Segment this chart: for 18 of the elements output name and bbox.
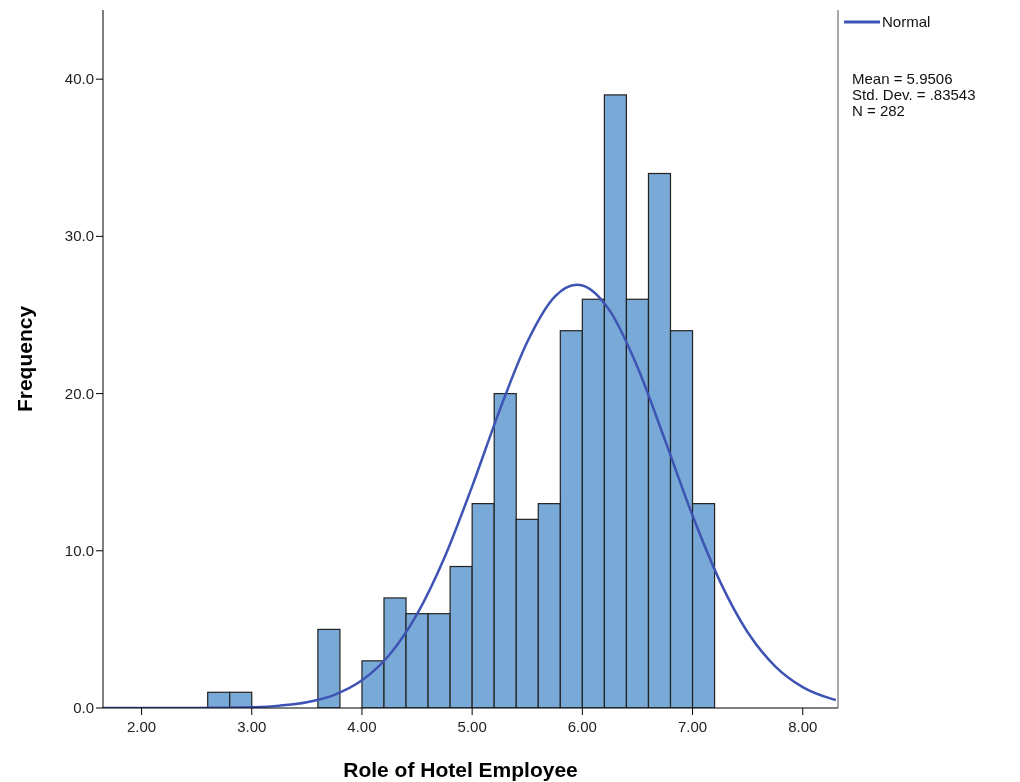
y-axis-title: Frequency xyxy=(13,305,36,413)
text: N = 282 xyxy=(852,102,905,119)
y-tick-label: 10.0 xyxy=(64,541,94,559)
y-tick-label: 0.0 xyxy=(73,699,94,716)
x-tick-label: 4.00 xyxy=(347,718,377,735)
y-tick-label: 30.0 xyxy=(64,227,94,245)
x-tick-label: 5.00 xyxy=(457,718,487,735)
y-tick-label: 40.0 xyxy=(64,70,94,88)
x-tick-label: 7.00 xyxy=(677,718,708,735)
x-tick-label: 2.00 xyxy=(126,718,157,735)
x-axis-title: Role of Hotel Employee xyxy=(343,758,578,781)
legend-label: Normal xyxy=(882,13,931,30)
x-tick-label: 8.00 xyxy=(788,718,818,735)
x-tick-label: 3.00 xyxy=(237,718,267,735)
text: Mean = 5.9506 xyxy=(852,70,953,87)
text: Std. Dev. = .83543 xyxy=(852,86,976,103)
y-tick-label: 20.0 xyxy=(64,384,94,402)
x-tick-label: 6.00 xyxy=(567,718,597,735)
